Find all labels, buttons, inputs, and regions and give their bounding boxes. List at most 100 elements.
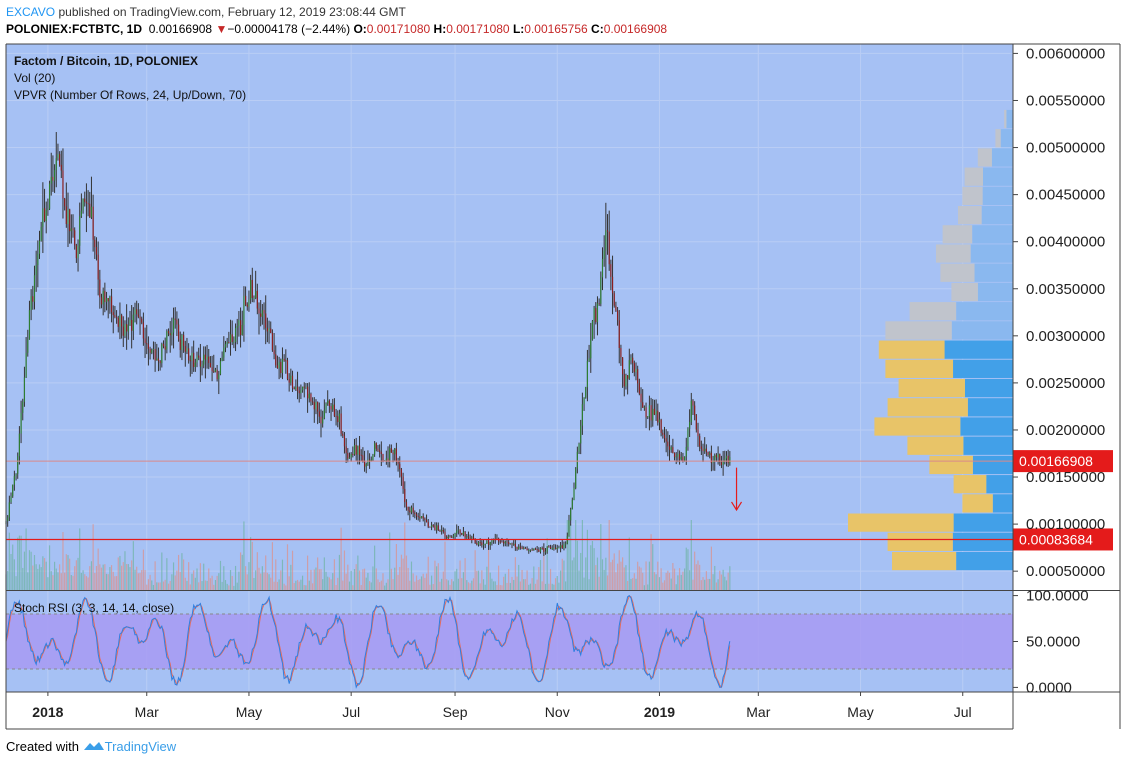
- volume-bar: [193, 570, 195, 590]
- volume-bar: [62, 532, 64, 590]
- candle-body: [511, 543, 513, 545]
- vpvr-down-bar: [942, 225, 973, 244]
- vpvr-up-bar: [956, 551, 1013, 571]
- candle-body: [203, 354, 205, 365]
- volume-bar: [655, 574, 657, 590]
- vpvr-up-bar: [964, 378, 1013, 398]
- volume-bar: [330, 579, 332, 590]
- vpvr-up-bar: [953, 359, 1013, 378]
- volume-bar: [303, 584, 305, 590]
- candle-body: [159, 361, 161, 364]
- volume-bar: [578, 570, 580, 590]
- candle-body: [523, 547, 525, 549]
- vpvr-down-bar: [951, 282, 978, 302]
- volume-bar: [77, 557, 79, 590]
- candle-body: [176, 319, 178, 325]
- time-tick-label: Jul: [342, 704, 360, 720]
- volume-bar: [630, 578, 632, 590]
- candle-body: [590, 339, 592, 359]
- candle-body: [616, 310, 619, 321]
- candle-body: [441, 529, 443, 531]
- vpvr-down-bar: [940, 263, 975, 282]
- vpvr-up-bar: [1006, 109, 1013, 129]
- candle-body: [285, 360, 287, 362]
- stoch-tick-label: 100.0000: [1026, 588, 1089, 605]
- candle-body: [211, 367, 213, 372]
- volume-bar: [152, 584, 155, 590]
- candle-body: [10, 496, 12, 503]
- volume-bar: [365, 577, 367, 590]
- volume-bar: [593, 548, 595, 590]
- volume-bar: [724, 576, 726, 590]
- volume-bar: [45, 561, 47, 590]
- vpvr-down-bar: [878, 340, 945, 359]
- volume-bar: [224, 580, 227, 590]
- volume-bar: [370, 582, 372, 590]
- vpvr-up-bar: [967, 398, 1013, 417]
- candle-body: [623, 374, 625, 387]
- candle-body: [17, 456, 19, 474]
- volume-bar: [176, 570, 178, 590]
- candle-body: [290, 375, 292, 383]
- candle-body: [332, 404, 334, 410]
- candle-body: [48, 183, 51, 209]
- candle-body: [449, 536, 451, 538]
- candle-body: [462, 532, 465, 535]
- candle-body: [144, 338, 146, 344]
- tradingview-brand[interactable]: TradingView: [104, 739, 177, 754]
- vpvr-down-bar: [885, 321, 952, 340]
- candle-body: [146, 343, 148, 345]
- candle-body: [710, 452, 712, 463]
- volume-bar: [290, 564, 292, 590]
- candle-body: [360, 454, 362, 456]
- vpvr-down-bar: [892, 551, 957, 571]
- volume-bar: [529, 583, 532, 590]
- candle-body: [169, 333, 171, 336]
- candle-body: [431, 525, 433, 527]
- volume-bar: [102, 564, 104, 590]
- candle-body: [432, 525, 434, 527]
- vpvr-down-bar: [1004, 109, 1007, 129]
- candle-body: [327, 400, 329, 404]
- volume-bar: [301, 575, 304, 590]
- volume-bar: [625, 565, 627, 590]
- legend-volume: Vol (20): [14, 71, 55, 85]
- author-name[interactable]: EXCAVO: [6, 5, 56, 19]
- volume-bar: [404, 522, 406, 590]
- price-pane-background[interactable]: [6, 44, 1013, 590]
- volume-bar: [472, 578, 475, 590]
- candle-body: [405, 502, 408, 507]
- candle-body: [238, 320, 240, 327]
- volume-bar: [689, 570, 691, 590]
- volume-bar: [169, 580, 171, 590]
- volume-bar: [47, 577, 49, 590]
- stoch-rsi-plot: [5, 594, 1013, 689]
- volume-bar: [518, 564, 520, 590]
- candle-body: [425, 520, 428, 523]
- volume-bar: [432, 584, 434, 590]
- candle-body: [280, 361, 282, 374]
- vpvr-down-bar: [929, 455, 973, 475]
- candle-body: [295, 386, 297, 390]
- vpvr-down-bar: [962, 494, 993, 513]
- candle-body: [337, 416, 339, 423]
- volume-bar: [392, 579, 394, 590]
- volume-bar: [64, 572, 66, 590]
- volume-bar: [717, 579, 719, 590]
- candle-body: [444, 531, 446, 537]
- volume-bar: [57, 572, 59, 590]
- volume-bar: [186, 580, 188, 590]
- vpvr-up-bar: [944, 340, 1013, 359]
- volume-bar: [119, 555, 121, 590]
- price-tick-label: 0.00550000: [1026, 92, 1105, 109]
- vpvr-down-bar: [936, 244, 971, 263]
- volume-bar: [677, 575, 679, 590]
- volume-bar: [42, 556, 44, 590]
- candle-body: [172, 318, 175, 333]
- volume-bar: [420, 576, 423, 590]
- candle-body: [719, 453, 721, 463]
- vpvr-down-bar: [874, 417, 961, 436]
- candle-body: [684, 456, 686, 462]
- price-tick-label: 0.00500000: [1026, 140, 1105, 157]
